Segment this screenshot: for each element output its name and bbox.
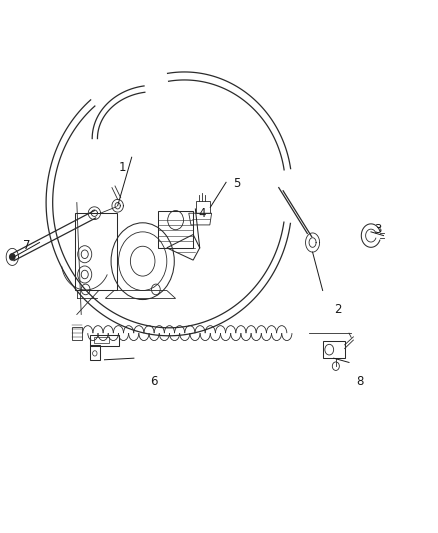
Text: 2: 2 <box>333 303 341 316</box>
Text: 3: 3 <box>373 223 380 236</box>
Bar <box>158 211 193 248</box>
Bar <box>90 335 118 346</box>
Text: 7: 7 <box>22 239 30 252</box>
Text: 6: 6 <box>149 375 157 387</box>
Polygon shape <box>10 254 15 260</box>
Bar <box>90 345 99 360</box>
Text: 5: 5 <box>233 177 240 190</box>
Text: 4: 4 <box>198 207 205 220</box>
Bar <box>322 341 344 358</box>
Text: 1: 1 <box>119 161 127 174</box>
Text: 8: 8 <box>356 375 363 387</box>
Bar <box>93 337 109 343</box>
Bar <box>72 327 82 340</box>
Bar <box>196 201 210 213</box>
